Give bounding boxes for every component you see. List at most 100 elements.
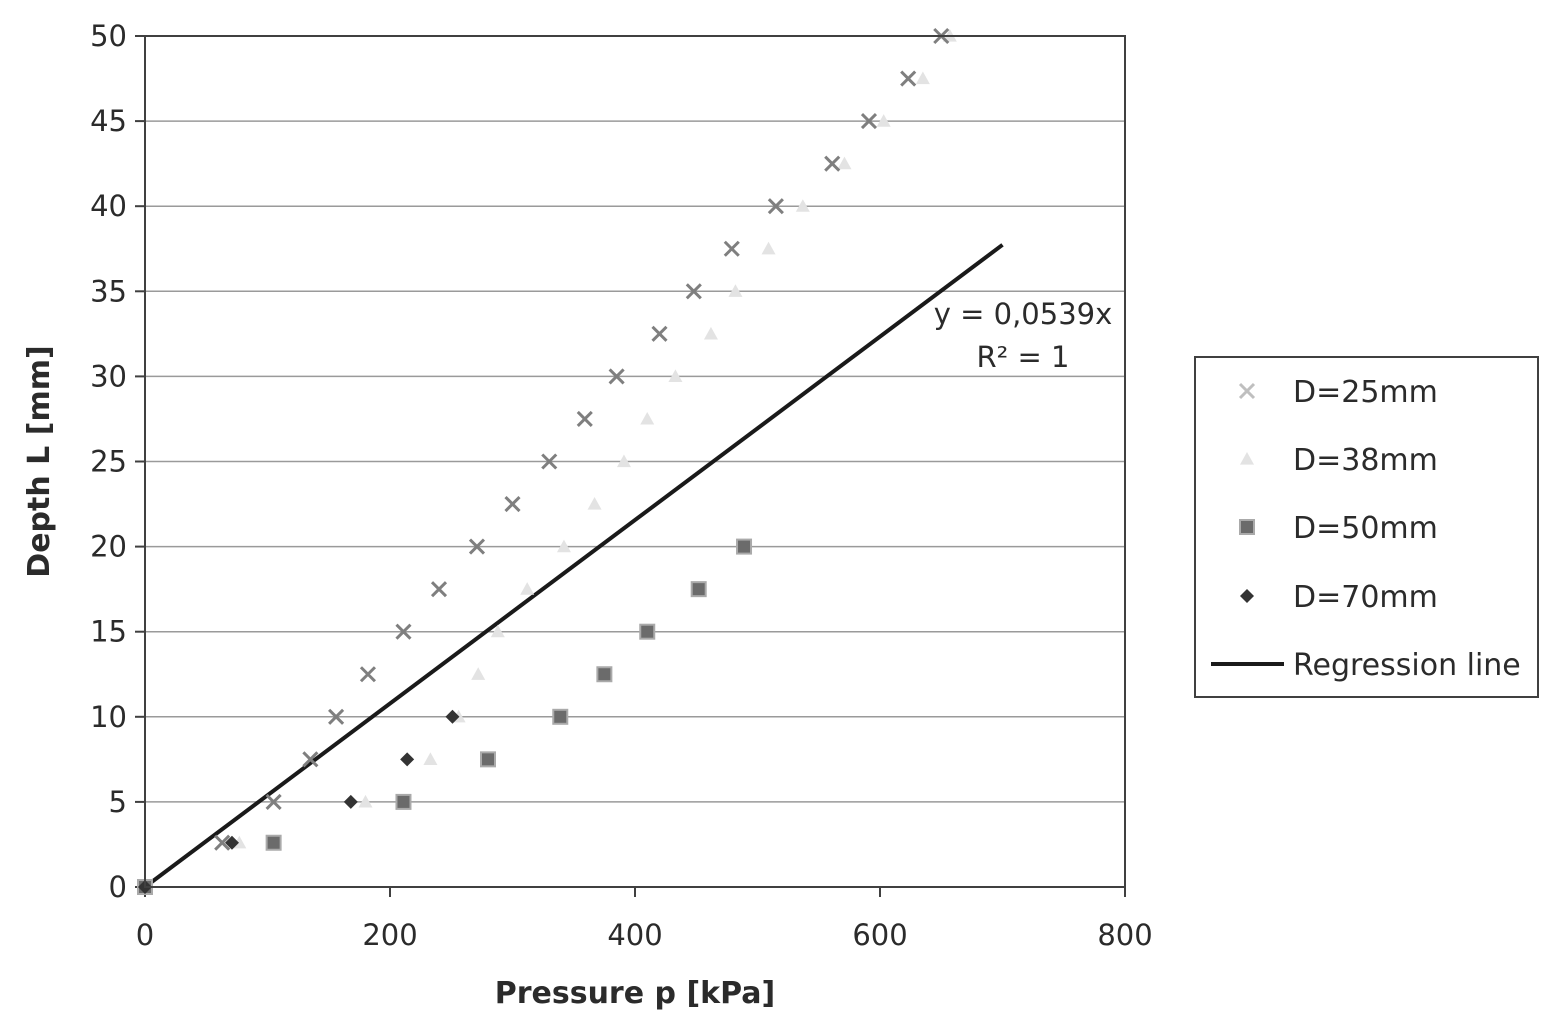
- data-point: [480, 751, 496, 768]
- marker-shape: [423, 752, 438, 765]
- legend-marker: [1238, 382, 1256, 400]
- data-point: [471, 667, 486, 680]
- marker-stroke: [541, 453, 558, 470]
- marker-stroke: [214, 834, 231, 851]
- marker-stroke: [860, 113, 878, 130]
- data-point: [504, 495, 521, 513]
- data-point: [265, 834, 282, 851]
- data-point: [860, 113, 878, 130]
- marker-shape: [761, 241, 776, 255]
- legend-label: Regression line: [1293, 648, 1521, 683]
- data-point: [430, 581, 448, 598]
- legend-label: D=38mm: [1293, 443, 1438, 478]
- y-tick-label-50: 50: [90, 19, 127, 53]
- marker-shape: [556, 539, 571, 553]
- y-tick-label-25: 25: [90, 445, 127, 479]
- data-point: [640, 411, 655, 425]
- data-point: [596, 666, 613, 683]
- x-tick-label-200: 200: [362, 918, 417, 952]
- marker-shape: [736, 538, 753, 555]
- legend-label: D=25mm: [1293, 375, 1438, 410]
- marker-shape: [445, 709, 460, 724]
- legend-marker: [1239, 519, 1255, 535]
- marker-shape: [596, 666, 613, 683]
- regression-r-squared: R² = 1: [977, 340, 1070, 374]
- marker-stroke: [824, 155, 841, 172]
- y-tick-label-0: 0: [109, 870, 127, 904]
- data-point: [651, 325, 668, 342]
- y-tick-label-15: 15: [90, 615, 127, 649]
- regression-equation: y = 0,0539x: [934, 297, 1113, 331]
- data-point: [795, 199, 810, 212]
- y-axis-title: Depth L [mm]: [22, 345, 57, 577]
- data-point: [824, 155, 841, 172]
- x-tick-label-800: 800: [1097, 918, 1152, 952]
- data-point: [556, 539, 571, 553]
- data-point: [468, 538, 486, 555]
- marker-stroke: [685, 283, 702, 300]
- data-point: [587, 497, 602, 510]
- data-point: [214, 834, 231, 851]
- data-point: [761, 241, 776, 255]
- data-point: [395, 623, 412, 640]
- marker-stroke: [302, 751, 319, 768]
- data-point: [343, 794, 358, 809]
- data-point: [668, 369, 683, 382]
- marker-shape: [520, 582, 535, 595]
- x-tick-label-400: 400: [607, 918, 662, 952]
- data-point: [608, 368, 625, 385]
- data-point: [520, 582, 535, 595]
- data-point: [328, 708, 345, 725]
- y-tick-label-30: 30: [90, 359, 127, 393]
- data-point: [541, 453, 558, 470]
- marker-shape: [224, 835, 239, 850]
- legend-item: Regression line: [1211, 648, 1521, 683]
- y-tick-label-45: 45: [90, 104, 127, 138]
- data-point: [224, 835, 239, 850]
- x-axis-title: Pressure p [kPa]: [495, 976, 776, 1011]
- legend-item: D=38mm: [1240, 443, 1438, 478]
- tick-labels: 0 5 10 15 20 25 30 35 40 45 50 0 200 400 600 800: [90, 19, 1153, 952]
- series-d-70mm: [138, 709, 460, 894]
- y-tick-label-5: 5: [109, 785, 127, 819]
- data-point: [302, 751, 319, 768]
- marker-shape: [587, 497, 602, 510]
- marker-shape: [876, 114, 891, 127]
- marker-stroke: [359, 666, 377, 683]
- y-tick-label-40: 40: [90, 189, 127, 223]
- data-point: [723, 240, 740, 257]
- legend-label: D=50mm: [1293, 511, 1438, 546]
- marker-shape: [640, 411, 655, 425]
- marker-stroke: [328, 708, 345, 725]
- marker-shape: [552, 708, 569, 725]
- legend-item: D=25mm: [1238, 375, 1438, 410]
- legend-marker: [1240, 452, 1254, 465]
- marker-shape: [471, 667, 486, 680]
- data-point: [358, 794, 373, 808]
- data-point: [490, 624, 505, 638]
- marker-stroke: [504, 495, 521, 513]
- x-tick-label-600: 600: [852, 918, 907, 952]
- data-point: [359, 666, 377, 683]
- data-point: [876, 114, 891, 127]
- marker-shape: [490, 624, 505, 638]
- marker-shape: [639, 623, 656, 640]
- marker-shape: [395, 793, 412, 810]
- data-point: [395, 793, 412, 810]
- marker-shape: [400, 752, 415, 767]
- marker-shape: [837, 156, 852, 170]
- marker-shape: [358, 794, 373, 808]
- data-point: [728, 284, 743, 297]
- data-point: [837, 156, 852, 170]
- data-point: [639, 623, 656, 640]
- marker-stroke: [723, 240, 740, 257]
- data-point: [736, 538, 753, 555]
- marker-stroke: [767, 198, 784, 215]
- data-point: [265, 793, 282, 810]
- legend-label: D=70mm: [1293, 580, 1438, 615]
- legend-item: D=70mm: [1240, 580, 1438, 615]
- marker-shape: [915, 71, 930, 85]
- marker-stroke: [651, 325, 668, 342]
- data-point: [900, 70, 917, 87]
